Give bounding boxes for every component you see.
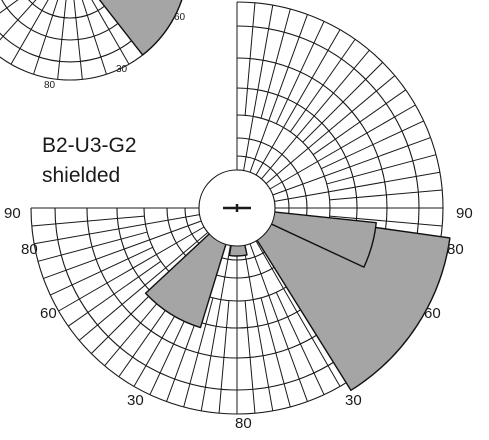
grid-spoke: [261, 49, 370, 180]
label-bottom-left-30: 30: [127, 392, 144, 409]
label-left-90: 90: [4, 205, 21, 222]
inset-spoke: [91, 0, 130, 65]
label-left-80: 80: [21, 241, 38, 258]
main-sectors: [144, 207, 451, 392]
grid-spoke-minor: [50, 246, 153, 296]
grid-spoke: [43, 220, 202, 279]
grid-spoke: [249, 243, 308, 402]
label-right-60: 60: [424, 305, 441, 322]
grid-spoke-minor: [312, 89, 407, 156]
grid-spoke-minor: [31, 215, 145, 227]
grid-spoke-minor: [260, 297, 291, 408]
grid-spoke-minor: [326, 154, 437, 185]
grid-spoke-minor: [302, 61, 384, 143]
inset-spoke: [0, 0, 37, 41]
grid-spoke-minor: [275, 21, 325, 124]
inset-spoke: [81, 0, 107, 75]
grid-spoke-minor: [321, 120, 424, 170]
label-right-80: 80: [447, 241, 464, 258]
grid-spoke-minor: [289, 38, 356, 133]
grid-spoke-minor: [275, 292, 325, 395]
grid-spoke-minor: [260, 8, 291, 119]
diagram-title-line1: B2-U3-G2: [42, 134, 137, 157]
grid-spoke: [255, 29, 341, 176]
label-right-90: 90: [456, 205, 473, 222]
inset-spoke: [57, 0, 67, 80]
inset-label-80: 80: [44, 80, 56, 91]
inset-label-30: 30: [116, 64, 128, 75]
grid-spoke: [255, 240, 341, 387]
grid-spoke: [243, 5, 274, 171]
grid-spoke: [34, 214, 200, 245]
grid-spoke-minor: [218, 300, 230, 414]
grid-spoke: [58, 226, 205, 312]
inset-spoke: [10, 0, 49, 65]
inset-ring-2: [28, 0, 112, 19]
center-mark: [223, 204, 251, 212]
grid-spoke-minor: [37, 231, 148, 262]
label-bottom-right-30: 30: [345, 392, 362, 409]
inset-label-60: 60: [174, 12, 186, 23]
inset-sector: [98, 0, 183, 56]
grid-spoke-minor: [244, 2, 256, 116]
grid-spoke: [272, 137, 431, 196]
inset-spoke: [0, 0, 19, 14]
inset-spoke: [73, 0, 83, 80]
diagram-title-line2: shielded: [42, 164, 120, 187]
grid-spoke: [249, 14, 308, 173]
grid-spoke-minor: [329, 189, 443, 201]
grid-spoke: [243, 245, 274, 411]
label-left-60: 60: [40, 305, 57, 322]
grid-spoke: [78, 232, 209, 341]
grid-spoke: [265, 75, 396, 184]
grid-spoke-minor: [329, 215, 443, 227]
main-diagram: B2-U3-G2 shielded 90 80 60 30 80 30 60 8…: [4, 1, 473, 432]
grid-spoke: [200, 245, 231, 411]
inset-spoke: [33, 0, 59, 75]
inset-diagram: 60 30 80: [0, 0, 186, 91]
grid-spoke-minor: [183, 297, 214, 408]
grid-spoke-minor: [244, 300, 256, 414]
grid-spoke-minor: [67, 260, 162, 327]
label-bottom-80: 80: [235, 415, 252, 432]
grid-spoke: [274, 171, 440, 202]
inset-sectors: [98, 0, 183, 56]
grid-spoke: [269, 104, 416, 190]
inset-ring-3: [1, 0, 139, 41]
